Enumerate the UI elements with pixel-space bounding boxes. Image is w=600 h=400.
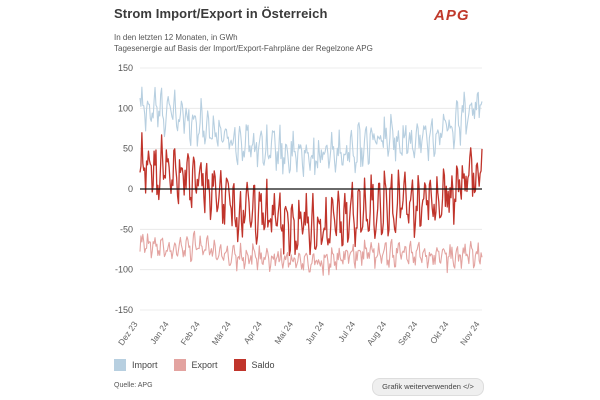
chart-legend: Import Export Saldo bbox=[114, 359, 275, 371]
x-tick-label: Dez 23 bbox=[116, 319, 140, 347]
series-line-import bbox=[139, 86, 483, 178]
legend-label-export: Export bbox=[191, 360, 218, 370]
legend-swatch-saldo bbox=[233, 359, 246, 371]
x-tick-label: Jul 24 bbox=[336, 319, 357, 344]
x-tick-label: Sep 24 bbox=[396, 319, 420, 347]
reuse-graphic-button[interactable]: Grafik weiterverwenden </> bbox=[372, 378, 484, 396]
y-tick-label: 150 bbox=[118, 63, 133, 73]
chart-title: Strom Import/Export in Österreich bbox=[114, 6, 328, 21]
y-tick-label: 50 bbox=[123, 144, 133, 154]
x-tick-label: Feb 24 bbox=[178, 319, 202, 347]
series-line-saldo bbox=[139, 132, 483, 257]
x-tick-label: Apr 24 bbox=[241, 319, 264, 345]
x-tick-label: Jan 24 bbox=[148, 319, 171, 346]
legend-item-saldo[interactable]: Saldo bbox=[233, 359, 275, 371]
y-tick-label: -150 bbox=[115, 305, 133, 315]
x-tick-label: Aug 24 bbox=[365, 319, 389, 347]
legend-label-import: Import bbox=[132, 360, 158, 370]
x-tick-label: Nov 24 bbox=[458, 319, 482, 347]
legend-item-import[interactable]: Import bbox=[114, 359, 158, 371]
y-tick-label: 100 bbox=[118, 103, 133, 113]
legend-swatch-import bbox=[114, 359, 126, 371]
chart-subtitle: In den letzten 12 Monaten, in GWh bbox=[114, 33, 238, 42]
legend-swatch-export bbox=[173, 359, 186, 371]
legend-label-saldo: Saldo bbox=[251, 360, 275, 370]
y-tick-label: 0 bbox=[128, 184, 133, 194]
y-tick-label: -100 bbox=[115, 265, 133, 275]
x-tick-label: Mai 24 bbox=[272, 319, 295, 346]
chart-subtitle-2: Tagesenergie auf Basis der Import/Export… bbox=[114, 44, 373, 53]
apg-logo: APG bbox=[434, 7, 470, 24]
x-tick-label: Okt 24 bbox=[428, 319, 451, 345]
series-line-export bbox=[139, 230, 483, 276]
x-tick-label: Mär 24 bbox=[210, 319, 234, 347]
x-tick-label: Jun 24 bbox=[303, 319, 326, 346]
legend-item-export[interactable]: Export bbox=[173, 359, 218, 371]
source-note: Quelle: APG bbox=[114, 382, 153, 389]
y-tick-label: -50 bbox=[120, 224, 133, 234]
